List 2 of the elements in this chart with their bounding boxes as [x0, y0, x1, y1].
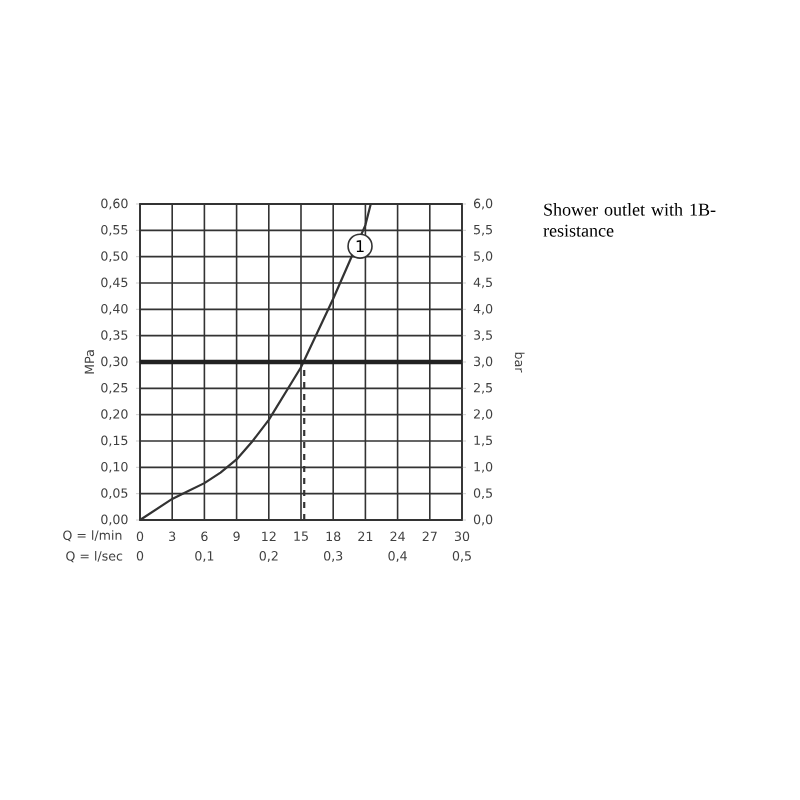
text: Shower outlet with 1B-resistance: [543, 203, 716, 237]
annotation: 1: [356, 240, 364, 252]
